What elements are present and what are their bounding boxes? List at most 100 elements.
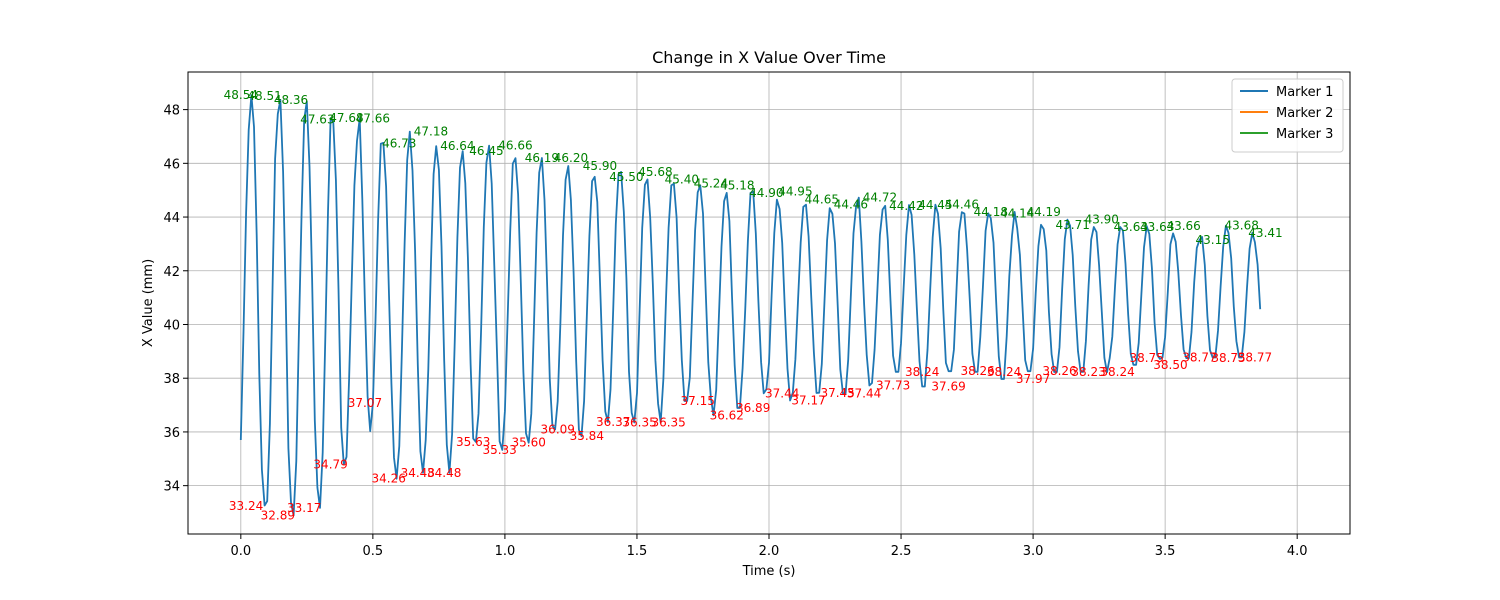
trough-label: 37.07 <box>348 396 382 410</box>
peak-label: 44.42 <box>889 199 923 213</box>
peak-label: 44.19 <box>1026 205 1060 219</box>
x-tick-label: 0.0 <box>230 544 251 559</box>
trough-label: 37.44 <box>847 386 881 400</box>
x-tick-label: 2.0 <box>759 544 780 559</box>
y-tick-label: 34 <box>163 480 180 495</box>
peak-label: 46.73 <box>382 137 416 151</box>
peak-label: 44.90 <box>749 186 783 200</box>
x-tick-label: 4.0 <box>1287 544 1308 559</box>
trough-label: 38.75 <box>1211 351 1245 365</box>
legend-label: Marker 1 <box>1276 85 1333 100</box>
peak-label: 47.63 <box>300 113 334 127</box>
peak-label: 44.14 <box>1000 206 1034 220</box>
trough-label: 34.79 <box>313 457 347 471</box>
peak-label: 46.66 <box>498 139 532 153</box>
peak-label: 43.66 <box>1166 219 1200 233</box>
x-tick-label: 2.5 <box>891 544 912 559</box>
peak-label: 44.46 <box>945 198 979 212</box>
trough-label: 37.45 <box>820 386 854 400</box>
trough-label: 36.89 <box>736 401 770 415</box>
peak-label: 43.71 <box>1056 218 1090 232</box>
legend: Marker 1 Marker 2 Marker 3 <box>1231 78 1344 153</box>
trough-label: 38.75 <box>1129 351 1163 365</box>
y-tick-label: 36 <box>163 426 180 441</box>
peak-label: 44.65 <box>805 193 839 207</box>
legend-label: Marker 3 <box>1276 127 1333 142</box>
trough-label: 33.17 <box>287 501 321 515</box>
peak-label: 45.18 <box>720 178 754 192</box>
peak-label: 44.18 <box>974 205 1008 219</box>
trough-label: 38.24 <box>987 365 1021 379</box>
trough-label: 37.69 <box>931 380 965 394</box>
y-tick-label: 42 <box>163 265 180 280</box>
peak-label: 43.90 <box>1085 213 1119 227</box>
trough-label: 36.62 <box>710 408 744 422</box>
x-tick-label: 3.5 <box>1155 544 1176 559</box>
trough-label: 37.97 <box>1016 372 1050 386</box>
peak-label: 45.90 <box>583 159 617 173</box>
trough-label: 38.26 <box>1042 364 1076 378</box>
trough-label: 36.35 <box>622 416 656 430</box>
peak-label: 47.66 <box>356 112 390 126</box>
x-tick-label: 0.5 <box>363 544 384 559</box>
y-tick-label: 38 <box>163 372 180 387</box>
peak-label: 45.24 <box>694 177 728 191</box>
peak-label: 46.64 <box>440 139 474 153</box>
series-line-marker-1 <box>239 94 1262 517</box>
trough-label: 35.84 <box>570 429 604 443</box>
series-lines <box>239 94 1262 517</box>
trough-label: 34.48 <box>401 466 435 480</box>
trough-label: 37.15 <box>681 394 715 408</box>
y-tick-label: 46 <box>163 157 180 172</box>
peak-label: 46.19 <box>525 151 559 165</box>
trough-label: 38.23 <box>1071 365 1105 379</box>
trough-label: 32.89 <box>261 508 295 522</box>
peak-label: 45.68 <box>638 165 672 179</box>
trough-label: 37.17 <box>791 394 825 408</box>
peak-label: 44.72 <box>863 191 897 205</box>
peak-label: 48.36 <box>274 93 308 107</box>
peak-label: 44.46 <box>834 198 868 212</box>
trough-label: 35.33 <box>482 443 516 457</box>
peak-label: 43.63 <box>1114 220 1148 234</box>
x-axis-ticks: 0.0 0.5 1.0 1.5 2.0 2.5 3.0 3.5 4.0 <box>230 534 1308 559</box>
peak-label: 44.95 <box>778 185 812 199</box>
trough-label: 35.60 <box>511 436 545 450</box>
peak-label: 46.20 <box>554 151 588 165</box>
peak-label: 44.45 <box>918 198 952 212</box>
trough-label: 37.73 <box>876 378 910 392</box>
chart-title: Change in X Value Over Time <box>652 48 886 67</box>
peak-label: 45.50 <box>609 170 643 184</box>
trough-label: 36.35 <box>651 416 685 430</box>
peak-label: 43.68 <box>1225 219 1259 233</box>
grid-lines <box>188 72 1350 534</box>
trough-label: 34.26 <box>372 472 406 486</box>
x-tick-label: 3.0 <box>1023 544 1044 559</box>
trough-label: 38.77 <box>1238 351 1272 365</box>
trough-label: 34.48 <box>427 466 461 480</box>
peak-label: 43.15 <box>1195 233 1229 247</box>
peak-label: 48.51 <box>247 89 281 103</box>
y-axis-title: X Value (mm) <box>141 259 156 347</box>
peak-label: 45.40 <box>665 172 699 186</box>
trough-label: 33.24 <box>229 499 263 513</box>
peak-label: 46.45 <box>469 144 503 158</box>
peak-label: 43.41 <box>1248 226 1282 240</box>
peak-label: 43.63 <box>1140 220 1174 234</box>
trough-label: 38.24 <box>905 365 939 379</box>
x-axis-title: Time (s) <box>742 564 796 579</box>
peak-label: 48.54 <box>224 88 258 102</box>
y-tick-label: 40 <box>163 318 180 333</box>
trough-label: 37.44 <box>765 386 799 400</box>
trough-label: 35.63 <box>456 435 490 449</box>
y-tick-label: 44 <box>163 211 180 226</box>
x-tick-label: 1.5 <box>627 544 648 559</box>
trough-label: 38.26 <box>960 364 994 378</box>
trough-label: 36.09 <box>541 423 575 437</box>
y-tick-label: 48 <box>163 104 180 119</box>
peak-label: 47.68 <box>329 111 363 125</box>
trough-label: 36.37 <box>596 415 630 429</box>
trough-label: 38.77 <box>1182 351 1216 365</box>
